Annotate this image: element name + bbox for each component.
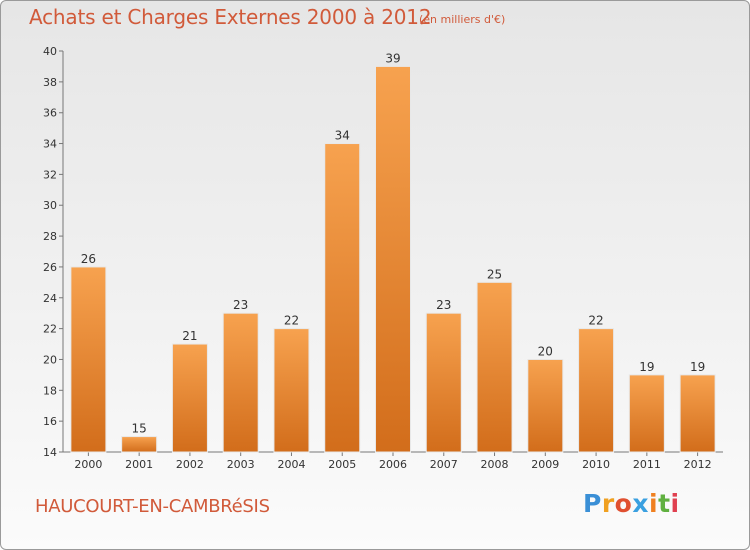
- x-tick-label: 2001: [125, 458, 153, 471]
- y-tick-label: 38: [43, 76, 57, 89]
- bar: [70, 266, 107, 453]
- data-labels: 26 15 21 23 22 34 39 23 25 20 22 19 19: [81, 51, 706, 435]
- logo-letter: r: [601, 489, 615, 518]
- y-tick-label: 40: [43, 45, 57, 58]
- bar: [324, 143, 361, 453]
- bar-value-label: 20: [538, 344, 553, 358]
- y-tick-label: 32: [43, 168, 57, 181]
- y-tick-label: 22: [43, 323, 57, 336]
- bar-value-label: 15: [132, 422, 147, 436]
- logo-letter: i: [649, 489, 659, 518]
- bar-value-label: 21: [182, 329, 197, 343]
- bar-value-label: 19: [690, 360, 705, 374]
- bar-value-label: 22: [588, 314, 603, 328]
- y-tick-label: 16: [43, 415, 57, 428]
- bar-value-label: 23: [233, 298, 248, 312]
- logo-letter: x: [632, 489, 649, 518]
- bar: [578, 328, 615, 453]
- bar: [425, 312, 462, 453]
- x-tick-label: 2004: [277, 458, 305, 471]
- bar-value-label: 25: [487, 267, 502, 281]
- axes: 14 16 18 20 22 24 26 28 30 32 34 36 38 40 2000 2001 2002…: [43, 45, 723, 471]
- bar-value-label: 19: [639, 360, 654, 374]
- bar-value-label: 34: [335, 129, 350, 143]
- x-tick-label: 2009: [531, 458, 559, 471]
- y-tick-label: 36: [43, 107, 57, 120]
- bar-value-label: 23: [436, 298, 451, 312]
- bar: [171, 343, 208, 453]
- y-tick-label: 28: [43, 230, 57, 243]
- bars: [70, 65, 716, 453]
- y-tick-label: 30: [43, 199, 57, 212]
- y-tick-label: 14: [43, 446, 57, 459]
- logo-letter: t: [658, 489, 671, 518]
- bar-value-label: 22: [284, 314, 299, 328]
- bar-value-label: 39: [385, 51, 400, 65]
- x-tick-label: 2002: [176, 458, 204, 471]
- x-tick-label: 2006: [379, 458, 407, 471]
- x-tick-label: 2012: [684, 458, 712, 471]
- bar: [628, 374, 665, 453]
- y-tick-label: 34: [43, 138, 57, 151]
- y-tick-label: 18: [43, 384, 57, 397]
- bar: [679, 374, 716, 453]
- logo-letter: o: [614, 489, 633, 518]
- x-tick-label: 2008: [481, 458, 509, 471]
- x-tick-label: 2007: [430, 458, 458, 471]
- x-tick-label: 2011: [633, 458, 661, 471]
- y-tick-label: 24: [43, 292, 57, 305]
- x-tick-label: 2003: [227, 458, 255, 471]
- y-tick-label: 20: [43, 353, 57, 366]
- x-tick-label: 2010: [582, 458, 610, 471]
- logo-letter: i: [670, 489, 680, 518]
- x-tick-label: 2005: [328, 458, 356, 471]
- y-tick-label: 26: [43, 261, 57, 274]
- commune-name: HAUCOURT-EN-CAMBRéSIS: [35, 496, 270, 517]
- bar: [121, 436, 158, 453]
- bar: [222, 312, 259, 453]
- chart-subtitle: (en milliers d'€): [419, 13, 506, 26]
- chart-title: Achats et Charges Externes 2000 à 2012: [29, 5, 432, 29]
- bar: [273, 328, 310, 453]
- proxiti-logo: Proxiti: [583, 489, 680, 518]
- bar: [476, 281, 513, 453]
- x-tick-label: 2000: [74, 458, 102, 471]
- bar-value-label: 26: [81, 252, 96, 266]
- bar: [375, 65, 411, 453]
- logo-letter: P: [583, 489, 602, 518]
- bar: [527, 358, 564, 453]
